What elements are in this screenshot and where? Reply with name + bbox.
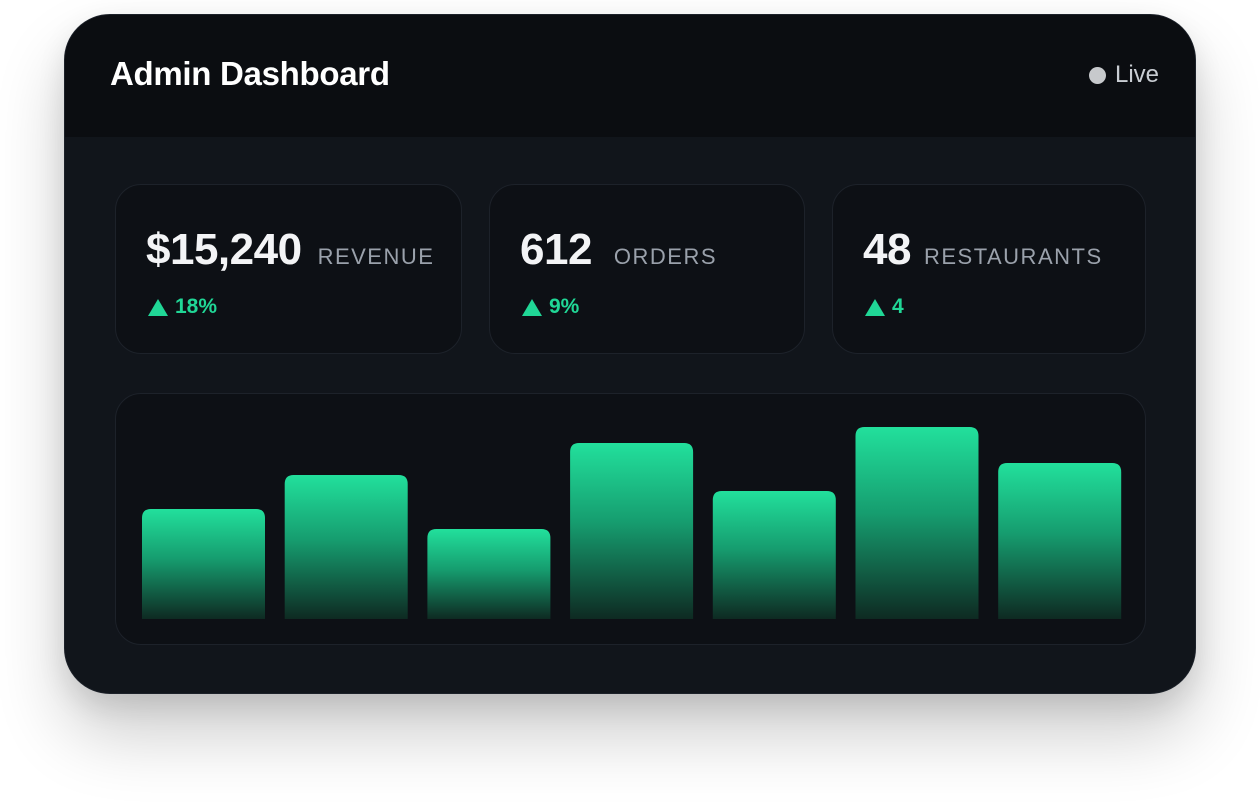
live-status-indicator: Live [1088, 61, 1159, 89]
stat-delta-value: 9% [549, 295, 580, 318]
chart-bar [712, 491, 836, 619]
stat-value: 612 [520, 225, 592, 274]
stat-card-revenue: $15,240 REVENUE 18% [115, 184, 462, 354]
dashboard-header: Admin Dashboard Live [65, 15, 1195, 137]
stat-value: $15,240 [146, 225, 302, 274]
stat-label: RESTAURANTS [923, 244, 1103, 269]
stat-delta-value: 4 [892, 295, 904, 318]
stat-card-restaurants: 48 RESTAURANTS 4 [832, 184, 1146, 354]
stat-delta: 4 [865, 295, 904, 319]
stat-delta-value: 18% [175, 295, 218, 318]
chart-bar [998, 463, 1122, 619]
stat-card-orders: 612 ORDERS 9% [489, 184, 805, 354]
chart-bar [570, 443, 694, 619]
stat-delta: 18% [148, 295, 217, 319]
bar-chart-canvas [142, 427, 1122, 619]
stat-label: REVENUE [317, 244, 435, 269]
chart-bar [142, 509, 265, 619]
stat-delta: 9% [522, 295, 579, 319]
trend-up-icon [522, 298, 542, 316]
stat-value: 48 [863, 225, 911, 274]
page-title: Admin Dashboard [110, 55, 390, 92]
trend-up-icon [865, 298, 885, 316]
chart-bar [427, 529, 551, 619]
live-status-label: Live [1114, 61, 1159, 88]
live-dot-icon [1088, 66, 1106, 84]
trend-up-icon [148, 298, 168, 316]
chart-bar [284, 475, 408, 619]
stat-label: ORDERS [613, 244, 718, 269]
chart-bar [855, 427, 979, 619]
dashboard-card: Admin Dashboard Live $15,240 REVENUE 18%… [64, 14, 1196, 694]
bar-chart [115, 393, 1146, 645]
